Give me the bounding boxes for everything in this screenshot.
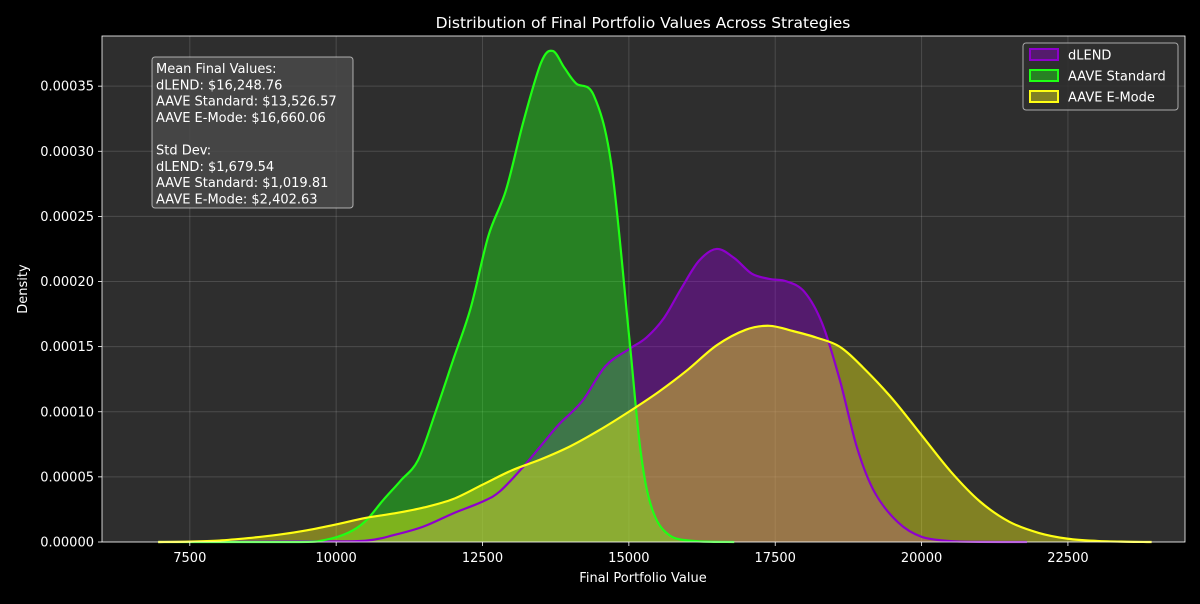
stats-box-line: AAVE E-Mode: $16,660.06	[156, 111, 326, 126]
x-tick-label: 20000	[901, 551, 942, 566]
y-tick-label: 0.00000	[40, 536, 94, 551]
y-tick-label: 0.00025	[40, 210, 94, 225]
x-axis-label: Final Portfolio Value	[579, 571, 706, 586]
series-fill-dlend	[158, 248, 1027, 542]
stats-box-line: Mean Final Values:	[156, 62, 277, 77]
stats-box-line: AAVE Standard: $13,526.57	[156, 95, 337, 110]
y-axis-label: Density	[16, 264, 31, 314]
y-tick-label: 0.00005	[40, 470, 94, 485]
plot-frame	[101, 35, 1186, 543]
series-fills	[158, 50, 1152, 543]
legend-frame	[1022, 42, 1179, 111]
stats-box-frame	[151, 56, 354, 209]
y-tick-label: 0.00010	[40, 405, 94, 420]
stats-box-line: dLEND: $16,248.76	[156, 78, 282, 93]
series-fill-aave-standard	[158, 50, 735, 543]
x-tick-label: 22500	[1047, 551, 1088, 566]
y-tick-label: 0.00020	[40, 275, 94, 290]
y-tick-label: 0.00030	[40, 145, 94, 160]
legend-label: dLEND	[1068, 49, 1111, 64]
x-tick-label: 7500	[173, 551, 206, 566]
legend-label: AAVE E-Mode	[1068, 91, 1155, 106]
stats-box: Mean Final Values:dLEND: $16,248.76 AAVE …	[151, 56, 354, 209]
x-tick-label: 12500	[462, 551, 503, 566]
x-axis-ticks: 7500 10000 12500 15000 17500 20000 22500	[173, 542, 1089, 566]
y-tick-label: 0.00035	[40, 80, 94, 95]
y-tick-label: 0.00015	[40, 340, 94, 355]
stats-box-line: AAVE Standard: $1,019.81	[156, 176, 328, 191]
series-line-dlend	[158, 247, 1027, 544]
x-tick-label: 15000	[608, 551, 649, 566]
legend-swatch	[1029, 69, 1059, 82]
legend-swatch	[1029, 48, 1059, 61]
x-tick-label: 17500	[755, 551, 796, 566]
legend-label: AAVE Standard	[1068, 70, 1166, 85]
series-line-aave-standard	[158, 49, 735, 544]
series-lines	[158, 49, 1152, 544]
series-line-aave-e-mode	[158, 324, 1152, 544]
legend: dLEND AAVE Standard AAVE E-Mode	[1022, 42, 1179, 111]
stats-box-line: Std Dev:	[156, 144, 211, 159]
legend-swatch	[1029, 90, 1059, 103]
stats-box-line: dLEND: $1,679.54	[156, 160, 274, 175]
chart-title: Distribution of Final Portfolio Values A…	[436, 14, 851, 32]
series-fill-aave-e-mode	[158, 325, 1152, 542]
x-tick-label: 10000	[315, 551, 356, 566]
stats-box-line: AAVE E-Mode: $2,402.63	[156, 192, 318, 207]
y-axis-ticks: 0.00000 0.00005 0.00010 0.00015 0.00020 0.000…	[40, 80, 102, 551]
